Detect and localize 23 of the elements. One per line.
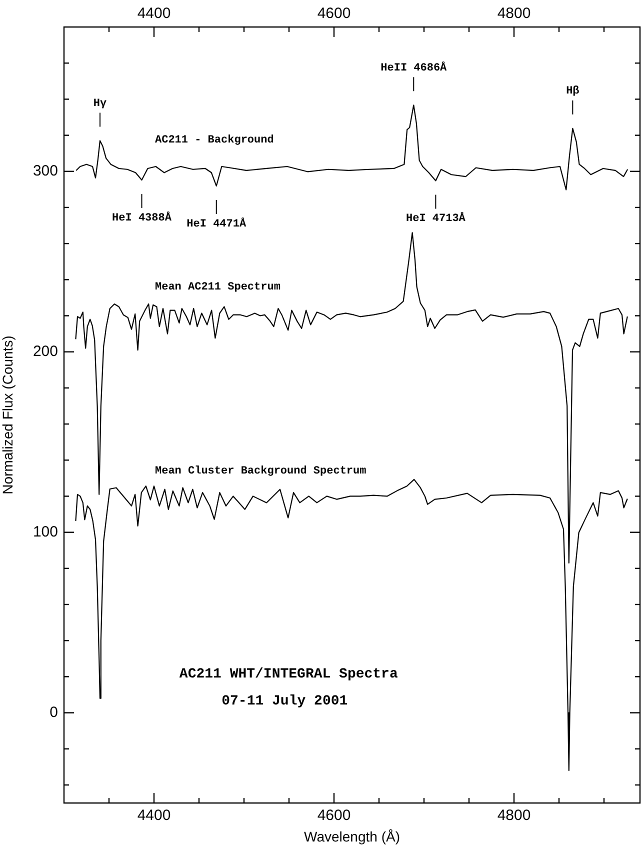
annotation: Hγ xyxy=(93,98,107,110)
text: 07-11 July 2001 xyxy=(222,694,348,710)
y-axis-title: Normalized Flux (Counts) xyxy=(0,336,16,494)
text: AC211 WHT/INTEGRAL Spectra xyxy=(179,666,398,683)
annotation: HeII 4686Å xyxy=(380,60,448,74)
x2-tick-label: 4800 xyxy=(497,5,531,22)
x-axis-title: Wavelength (Å) xyxy=(304,828,400,844)
y-tick-label: 100 xyxy=(32,523,58,540)
series-label: AC211 - Background xyxy=(155,134,274,146)
x-tick-label: 4800 xyxy=(497,807,531,824)
x2-tick-label: 4400 xyxy=(137,5,171,22)
x-tick-label: 4400 xyxy=(137,807,171,824)
y-tick-label: 300 xyxy=(32,162,58,180)
y-tick-label: 0 xyxy=(50,704,58,721)
annotation: HeI 4388Å xyxy=(112,210,172,224)
annotation: Hβ xyxy=(566,86,580,98)
series-label: Mean AC211 Spectrum xyxy=(155,282,281,294)
series-label: Mean Cluster Background Spectrum xyxy=(155,465,367,478)
x-tick-label: 4600 xyxy=(317,807,351,824)
x2-tick-label: 4600 xyxy=(317,5,351,22)
y-tick-label: 200 xyxy=(32,342,58,360)
annotation: HeI 4713Å xyxy=(406,211,466,226)
annotation: HeI 4471Å xyxy=(186,216,246,230)
